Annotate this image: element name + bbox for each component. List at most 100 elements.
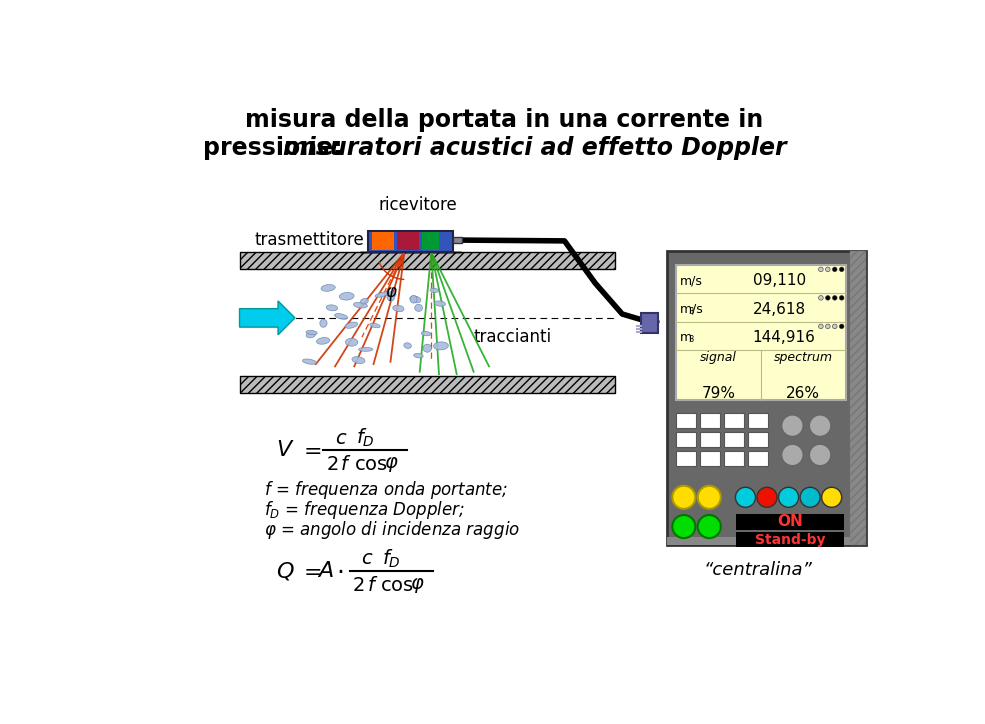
Circle shape (819, 295, 823, 300)
Bar (453, 237, 462, 243)
Bar (700, 413, 720, 428)
Text: “centralina”: “centralina” (704, 560, 813, 578)
Bar (700, 451, 720, 466)
Ellipse shape (352, 357, 364, 363)
Text: $=$: $=$ (298, 561, 321, 581)
Circle shape (782, 415, 803, 437)
Text: 79%: 79% (701, 386, 736, 401)
Circle shape (832, 324, 837, 329)
Bar (239, 253, 615, 269)
Circle shape (800, 487, 821, 508)
Bar (724, 413, 744, 428)
Bar (667, 537, 850, 545)
Bar (724, 451, 744, 466)
Text: misura della portata in una corrente in: misura della portata in una corrente in (245, 109, 763, 132)
Text: $f_D$: $f_D$ (356, 427, 374, 449)
Ellipse shape (321, 285, 335, 291)
Bar (239, 376, 615, 392)
Ellipse shape (359, 348, 373, 351)
Text: $\varphi$: $\varphi$ (410, 576, 425, 594)
Bar (748, 432, 767, 447)
Ellipse shape (346, 338, 358, 346)
Text: m/s: m/s (680, 274, 703, 287)
Circle shape (839, 295, 844, 300)
Ellipse shape (434, 301, 445, 306)
Ellipse shape (430, 288, 438, 292)
Circle shape (819, 267, 823, 272)
Text: traccianti: traccianti (474, 328, 552, 346)
Circle shape (697, 486, 721, 509)
Text: $Q$: $Q$ (276, 560, 295, 582)
Polygon shape (239, 301, 295, 334)
Circle shape (697, 515, 721, 538)
Text: $f$: $f$ (366, 576, 378, 594)
Text: 3: 3 (689, 335, 693, 345)
Text: $c$: $c$ (335, 429, 348, 447)
Bar (736, 532, 844, 547)
Text: $\varphi$: $\varphi$ (383, 455, 398, 473)
Bar (372, 232, 394, 250)
Ellipse shape (316, 337, 330, 344)
Ellipse shape (306, 330, 317, 334)
Ellipse shape (345, 322, 358, 328)
Ellipse shape (306, 332, 315, 338)
Circle shape (673, 486, 695, 509)
Bar (700, 432, 720, 447)
Ellipse shape (387, 292, 396, 298)
Circle shape (819, 324, 823, 329)
Circle shape (832, 267, 837, 272)
Text: $V$: $V$ (276, 440, 295, 460)
Circle shape (757, 487, 777, 508)
Text: $=$: $=$ (298, 440, 321, 460)
Bar (239, 253, 615, 269)
Ellipse shape (375, 292, 388, 298)
Text: m: m (680, 303, 692, 316)
Ellipse shape (302, 359, 316, 364)
Text: $A$: $A$ (317, 561, 334, 581)
Text: Stand-by: Stand-by (755, 533, 825, 547)
Bar (239, 376, 615, 392)
Bar (422, 232, 439, 250)
Text: $c$: $c$ (361, 550, 373, 568)
Ellipse shape (354, 303, 367, 308)
Bar (748, 413, 767, 428)
Circle shape (673, 515, 695, 538)
Bar (397, 232, 419, 250)
Text: φ: φ (385, 284, 396, 301)
Ellipse shape (361, 298, 368, 304)
Text: $f_D$: $f_D$ (382, 548, 401, 570)
Circle shape (825, 295, 830, 300)
Circle shape (832, 295, 837, 300)
Bar (850, 251, 866, 545)
Bar (748, 451, 767, 466)
Text: /s: /s (692, 303, 703, 316)
Ellipse shape (339, 292, 354, 300)
Circle shape (839, 267, 844, 272)
Bar (667, 251, 866, 545)
Circle shape (825, 324, 830, 329)
Bar (676, 432, 696, 447)
Text: trasmettitore: trasmettitore (254, 231, 364, 249)
Text: signal: signal (700, 351, 737, 364)
Text: $f$: $f$ (341, 455, 352, 473)
Text: 26%: 26% (786, 386, 821, 401)
Text: $f_D$ = frequenza Doppler;: $f_D$ = frequenza Doppler; (264, 500, 465, 521)
Ellipse shape (410, 296, 421, 303)
Bar (676, 413, 696, 428)
Circle shape (810, 415, 831, 437)
Text: $\varphi$ = angolo di incidenza raggio: $\varphi$ = angolo di incidenza raggio (264, 519, 520, 542)
Text: $\cdot$: $\cdot$ (336, 559, 343, 584)
Bar (850, 251, 866, 545)
Ellipse shape (422, 332, 431, 336)
Circle shape (736, 487, 755, 508)
Ellipse shape (326, 305, 338, 311)
Text: $f$ = frequenza onda portante;: $f$ = frequenza onda portante; (264, 479, 508, 501)
Text: 3: 3 (689, 307, 693, 316)
Circle shape (825, 267, 830, 272)
Circle shape (821, 487, 842, 508)
Bar (724, 432, 744, 447)
Text: m: m (680, 331, 692, 344)
Text: spectrum: spectrum (773, 351, 832, 364)
Circle shape (839, 324, 844, 329)
Ellipse shape (414, 353, 424, 358)
